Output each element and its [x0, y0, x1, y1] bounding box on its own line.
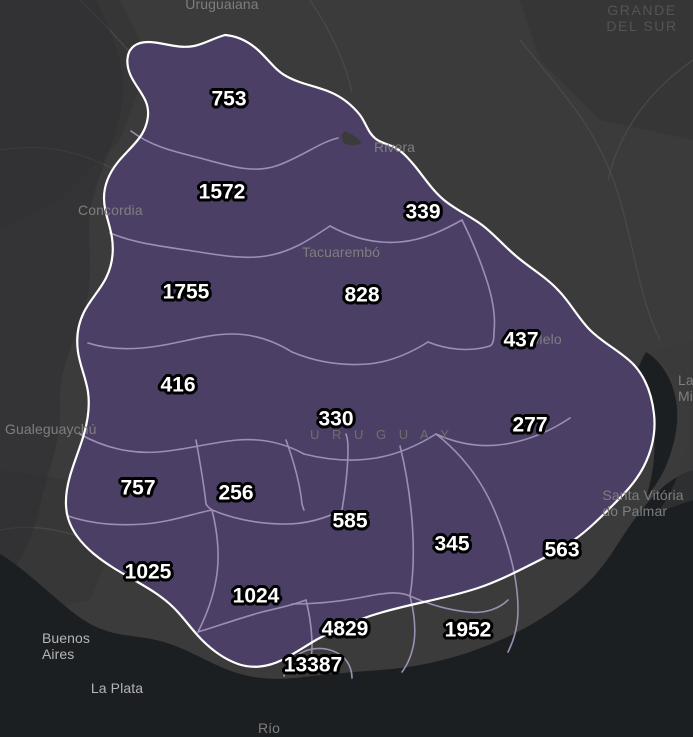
place-label-tacuarembo: Tacuarembó — [302, 244, 381, 260]
water-rio-de-la-plata — [0, 470, 693, 737]
value-label-maldonado[interactable]: 1952 — [444, 618, 492, 642]
place-label-gualeguaychu: Gualeguaychú — [5, 421, 97, 437]
value-label-artigas[interactable]: 753 — [211, 87, 247, 111]
border-notch-rivera — [341, 131, 362, 146]
value-label-lavalleja[interactable]: 345 — [434, 532, 470, 556]
place-label-lagoa-mirim: La Mi — [678, 372, 693, 404]
place-label-rivera: Rivera — [374, 139, 416, 155]
value-label-rivera[interactable]: 339 — [405, 200, 441, 224]
value-label-canelones[interactable]: 4829 — [321, 617, 369, 641]
value-label-rocha[interactable]: 563 — [544, 538, 580, 562]
value-label-montevideo[interactable]: 13387 — [283, 653, 343, 677]
value-label-cerro-largo[interactable]: 437 — [503, 328, 539, 352]
place-label-rio: Río — [257, 720, 281, 736]
value-label-paysandu[interactable]: 1755 — [162, 280, 210, 304]
coastal-strip-brazil — [652, 340, 693, 512]
uruguay-fill — [65, 35, 655, 667]
place-label-melo: Melo — [531, 331, 562, 347]
value-label-rio-negro[interactable]: 416 — [160, 373, 196, 397]
value-label-florida[interactable]: 585 — [332, 509, 368, 533]
place-label-santa-vitoria-do-palmar: Santa Vitória do Palmar — [602, 487, 684, 519]
value-label-flores[interactable]: 256 — [218, 481, 254, 505]
uruguay-departments — [64, 33, 656, 679]
place-label-buenos-aires: Buenos Aires — [41, 630, 91, 662]
value-label-colonia[interactable]: 1025 — [124, 560, 172, 584]
place-label-rio-grande-del-sur: GRANDE DEL SUR — [606, 2, 678, 34]
place-label-uruguay-country: U R U G U A Y — [310, 427, 454, 442]
value-label-treinta-y-tres[interactable]: 277 — [512, 413, 548, 437]
land-shade-b — [520, 0, 693, 140]
uruguay-river — [0, 0, 124, 588]
value-label-san-jose[interactable]: 1024 — [232, 584, 280, 608]
place-label-uruguaiana: Uruguaiana — [185, 0, 259, 12]
value-label-tacuarembo[interactable]: 828 — [344, 283, 380, 307]
place-label-la-plata: La Plata — [90, 680, 144, 696]
uruguay-border — [64, 33, 656, 668]
value-label-soriano[interactable]: 757 — [120, 476, 156, 500]
value-label-salto[interactable]: 1572 — [198, 180, 246, 204]
place-label-concordia: Concordia — [78, 202, 143, 218]
value-label-durazno[interactable]: 330 — [318, 407, 354, 431]
